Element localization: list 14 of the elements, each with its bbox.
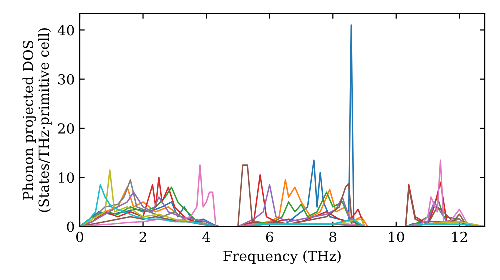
y-tick-label: 0 <box>67 222 74 232</box>
y-tick-label: 10 <box>59 172 74 184</box>
x-tick-label: 8 <box>330 232 337 242</box>
x-tick-label: 0 <box>76 232 84 242</box>
x-axis-title: Frequency (THz) <box>224 250 341 264</box>
x-tick-label: 2 <box>140 232 146 242</box>
y-tick-label: 40 <box>58 25 74 36</box>
y-axis-title: Phonon projected DOS (States/THz·primitive cell) <box>22 28 52 212</box>
x-tick-label: 10 <box>389 232 404 242</box>
x-tick-label: 4 <box>202 232 210 242</box>
y-tick-label: 20 <box>58 123 74 134</box>
x-tick-label: 12 <box>452 232 468 242</box>
x-tick-label: 6 <box>266 232 274 242</box>
y-tick-label: 30 <box>58 74 74 85</box>
